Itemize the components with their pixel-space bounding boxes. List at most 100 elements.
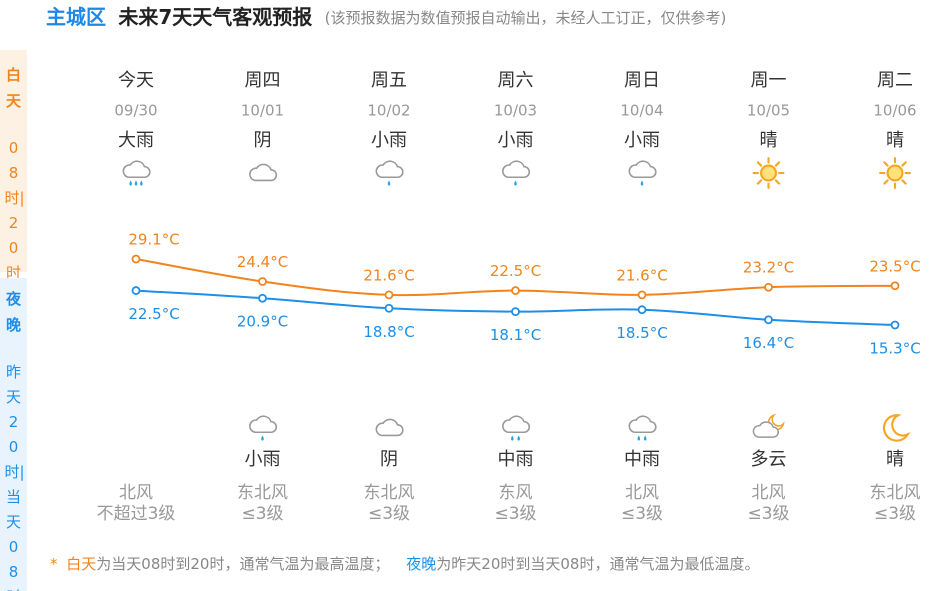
temperature-label: 29.1°C (128, 231, 179, 249)
temperature-label: 18.1°C (490, 326, 541, 344)
temperature-label: 20.9°C (237, 313, 288, 331)
weekday: 周二 (877, 70, 913, 91)
wind-direction: 北风 (119, 483, 153, 503)
day-side: 白天 08时|20时 (0, 50, 27, 282)
temperature-point (637, 305, 647, 315)
weekday: 周日 (624, 70, 660, 91)
day-weather: 阴 (254, 130, 272, 151)
wind-level: ≤3级 (241, 504, 283, 524)
date: 10/06 (873, 102, 916, 120)
day-icon (503, 161, 529, 186)
night-icon (753, 415, 783, 437)
day-icon (629, 161, 655, 186)
side-label: 白天 (5, 66, 21, 110)
night-icon (629, 416, 655, 441)
night-weather: 中雨 (624, 449, 660, 470)
wind-level: ≤3级 (874, 504, 916, 524)
footnote-night: 夜晚 (406, 555, 436, 573)
day-icon (752, 157, 785, 189)
header: 主城区 未来7天天气客观预报 (该预报数据为数值预报自动输出，未经人工订正，仅供… (46, 5, 726, 29)
wind-direction: 东北风 (870, 483, 921, 503)
day-weather: 小雨 (371, 130, 407, 151)
weekday: 周一 (751, 70, 787, 91)
day-weather: 小雨 (498, 130, 534, 151)
title: 未来7天天气客观预报 (118, 5, 312, 29)
day-icon (879, 157, 911, 189)
footnote: * 白天为当天08时到20时，通常气温为最高温度； 夜晚为昨天20时到当天08时… (50, 555, 759, 573)
temperature-label: 16.4°C (743, 334, 794, 352)
temperature-point (890, 281, 900, 291)
temperature-point (764, 315, 773, 325)
side-label: 夜晚 (5, 290, 21, 334)
night-weather: 阴 (380, 449, 398, 470)
night-side: 夜晚 昨天20时|当天08时 (0, 278, 27, 591)
temperature-point (511, 286, 520, 295)
temperature-label: 21.6°C (363, 266, 414, 284)
night-icon (375, 418, 404, 437)
day-icon (123, 161, 149, 186)
weekday: 周四 (245, 70, 281, 91)
date: 09/30 (114, 102, 157, 120)
wind-level: ≤3级 (621, 504, 663, 524)
temperature-label: 21.6°C (616, 266, 667, 284)
day-icon (376, 161, 402, 186)
note: (该预报数据为数值预报自动输出，未经人工订正，仅供参考) (325, 9, 727, 27)
wind-direction: 东北风 (364, 483, 415, 503)
side-time: 昨天20时|当天08时 (4, 363, 25, 591)
wind-direction: 北风 (625, 483, 659, 503)
date: 10/03 (494, 102, 537, 120)
wind-level: ≤3级 (494, 504, 536, 524)
temperature-point (637, 290, 647, 300)
temperature-label: 23.5°C (869, 257, 920, 275)
day-weather: 小雨 (624, 130, 660, 151)
night-icon (250, 416, 276, 441)
temperature-point (131, 254, 141, 264)
temperature-label: 18.8°C (363, 323, 414, 341)
temperature-point (258, 293, 267, 303)
date: 10/02 (367, 102, 410, 120)
wind-direction: 东风 (499, 483, 533, 503)
footnote-day-text: 为当天08时到20时，通常气温为最高温度； (96, 555, 389, 573)
weekday: 周五 (371, 70, 407, 91)
temperature-point (511, 307, 520, 317)
night-weather: 晴 (886, 449, 904, 470)
weekday: 周六 (498, 70, 534, 91)
temperature-label: 15.3°C (869, 340, 920, 358)
temperature-point (890, 320, 900, 330)
side-time: 08时|20时 (4, 139, 25, 282)
footnote-day: 白天 (66, 555, 96, 573)
footnote-star: * (50, 555, 58, 573)
weekday: 今天 (118, 70, 154, 91)
date: 10/05 (747, 102, 790, 120)
temperature-label: 22.5°C (128, 305, 179, 323)
night-weather: 中雨 (498, 449, 534, 470)
temperature-label: 18.5°C (616, 324, 667, 342)
wind-level: ≤3级 (368, 504, 410, 524)
day-weather: 大雨 (118, 130, 154, 151)
night-weather: 多云 (751, 449, 787, 470)
night-icon (503, 416, 529, 441)
wind-level: ≤3级 (747, 504, 789, 524)
temperature-label: 23.2°C (743, 259, 794, 277)
wind-level: 不超过3级 (97, 504, 176, 524)
date: 10/01 (241, 102, 284, 120)
wind-direction: 北风 (752, 483, 786, 503)
city: 主城区 (46, 5, 106, 29)
night-weather: 小雨 (245, 449, 281, 470)
temperature-label: 24.4°C (237, 253, 288, 271)
night-icon (882, 414, 909, 442)
temperature-point (384, 290, 394, 300)
temperature-point (384, 303, 394, 313)
wind-direction: 东北风 (237, 483, 288, 503)
temperature-point (764, 282, 773, 292)
temperature-point (131, 286, 141, 295)
day-weather: 晴 (760, 130, 778, 151)
footnote-night-text: 为昨天20时到当天08时，通常气温为最低温度。 (436, 555, 759, 573)
temperature-point (258, 277, 267, 286)
day-icon (249, 163, 278, 182)
date: 10/04 (620, 102, 663, 120)
day-weather: 晴 (886, 130, 904, 151)
temperature-label: 22.5°C (490, 262, 541, 280)
